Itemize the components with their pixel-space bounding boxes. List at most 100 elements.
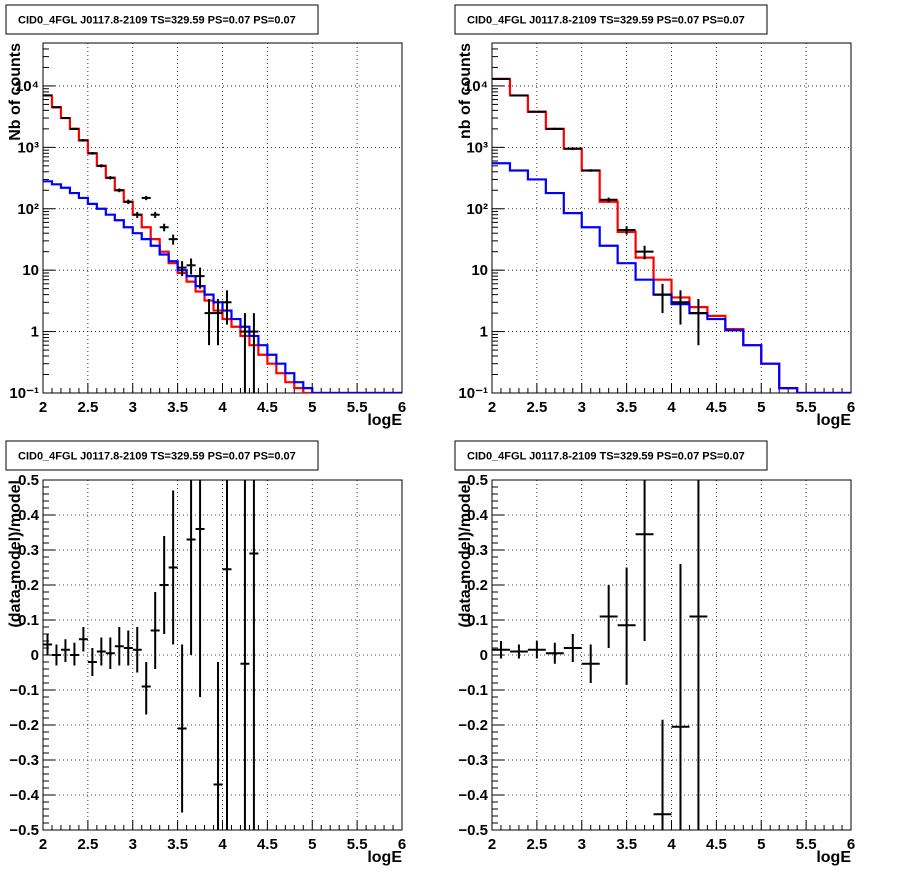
x-tick-label: 3 <box>578 399 586 416</box>
data-point <box>195 480 205 697</box>
data-point <box>563 634 582 662</box>
data-point <box>492 77 510 80</box>
y-tick-label: 10 <box>471 262 488 279</box>
data-point <box>159 223 169 232</box>
y-tick-label: 0.5 <box>467 472 488 489</box>
data-point <box>177 261 187 277</box>
data-point <box>222 480 232 830</box>
x-tick-label: 4 <box>218 399 227 416</box>
title-box <box>454 4 768 35</box>
chart-title: CID0_4FGL J0117.8-2109 TS=329.59 PS=0.07… <box>467 15 745 27</box>
x-tick-label: 5.5 <box>796 399 817 416</box>
data-point <box>51 106 61 109</box>
x-tick-label: 2.5 <box>526 399 547 416</box>
x-tick-label: 6 <box>398 836 406 853</box>
x-tick-label: 2 <box>39 836 47 853</box>
title-box <box>454 440 768 471</box>
y-tick-label: −0.1 <box>458 682 488 699</box>
ticks <box>491 42 852 394</box>
y-tick-label: −0.2 <box>458 717 488 734</box>
data-point <box>671 290 690 325</box>
x-tick-label: 2 <box>488 399 496 416</box>
data-point <box>132 627 142 673</box>
chart-title: CID0_4FGL J0117.8-2109 TS=329.59 PS=0.07… <box>467 451 745 463</box>
y-tick-label: −0.3 <box>458 752 488 769</box>
data-point <box>671 564 690 830</box>
x-tick-label: 4 <box>667 399 676 416</box>
x-tick-label: 3.5 <box>616 399 637 416</box>
x-axis-title: logE <box>367 412 402 429</box>
x-tick-label: 4 <box>218 836 227 853</box>
data-point <box>159 536 169 634</box>
data-point <box>635 245 654 260</box>
y-tick-label: −0.5 <box>9 822 39 839</box>
y-tick-label: 10⁻¹ <box>9 385 39 402</box>
data-point <box>653 283 672 314</box>
data-point <box>249 313 259 393</box>
y-tick-label: 10 <box>22 262 39 279</box>
data-point <box>527 641 546 659</box>
x-axis-title: logE <box>816 412 851 429</box>
chart-title: CID0_4FGL J0117.8-2109 TS=329.59 PS=0.07… <box>18 15 296 27</box>
data-layer <box>492 77 851 393</box>
y-tick-label: 0.3 <box>467 542 488 559</box>
y-tick-label: 0.1 <box>467 612 488 629</box>
data-point <box>150 211 160 218</box>
x-tick-label: 3 <box>578 836 586 853</box>
y-tick-label: 0.3 <box>18 542 39 559</box>
grid <box>492 43 851 393</box>
data-point <box>123 199 133 205</box>
data-point <box>87 151 97 155</box>
chart-panel-1: CID0_4FGL J0117.8-2109 TS=329.59 PS=0.07… <box>5 4 406 429</box>
data-point <box>599 585 618 648</box>
x-tick-label: 5 <box>757 836 765 853</box>
data-point <box>150 592 160 669</box>
data-point <box>240 480 250 830</box>
data-point <box>249 480 259 830</box>
data-point <box>213 298 223 346</box>
x-tick-label: 2.5 <box>526 836 547 853</box>
data-point <box>240 313 250 393</box>
y-tick-label: 0.1 <box>18 612 39 629</box>
data-point <box>69 127 79 130</box>
x-tick-label: 2 <box>39 399 47 416</box>
title-box <box>5 440 319 471</box>
data-point <box>186 480 196 655</box>
data-point <box>204 298 214 346</box>
x-tick-label: 4.5 <box>257 399 278 416</box>
y-tick-label: 0.2 <box>467 577 488 594</box>
x-tick-label: 3.5 <box>167 836 188 853</box>
data-point <box>563 147 582 151</box>
data-point <box>527 110 546 113</box>
ticks <box>42 479 403 831</box>
data-point <box>186 258 196 275</box>
y-tick-label: −0.5 <box>458 822 488 839</box>
y-axis-title: nb of counts <box>457 43 474 139</box>
data-point <box>78 627 88 652</box>
y-tick-label: 10⁴ <box>15 78 39 95</box>
grid <box>43 43 402 393</box>
series-line-blue <box>492 162 851 393</box>
x-tick-label: 6 <box>847 399 855 416</box>
y-tick-label: 0 <box>480 647 488 664</box>
x-tick-label: 4 <box>667 836 676 853</box>
chart-panel-2: CID0_4FGL J0117.8-2109 TS=329.59 PS=0.07… <box>454 4 855 429</box>
x-axis-title: logE <box>367 849 402 866</box>
data-point <box>123 630 133 666</box>
data-point <box>69 642 79 666</box>
data-point <box>653 719 672 830</box>
data-layer <box>43 480 259 830</box>
chart-title: CID0_4FGL J0117.8-2109 TS=329.59 PS=0.07… <box>18 451 296 463</box>
y-tick-label: 0.4 <box>467 507 489 524</box>
data-point <box>78 139 88 142</box>
y-tick-label: 10³ <box>466 139 488 156</box>
series-line-blue <box>43 180 402 393</box>
grid <box>43 480 402 830</box>
data-point <box>168 234 178 245</box>
x-tick-label: 5 <box>308 399 316 416</box>
grid <box>492 480 851 830</box>
data-point <box>60 117 70 120</box>
data-point <box>114 188 124 193</box>
x-tick-label: 6 <box>847 836 855 853</box>
data-point <box>132 211 142 218</box>
